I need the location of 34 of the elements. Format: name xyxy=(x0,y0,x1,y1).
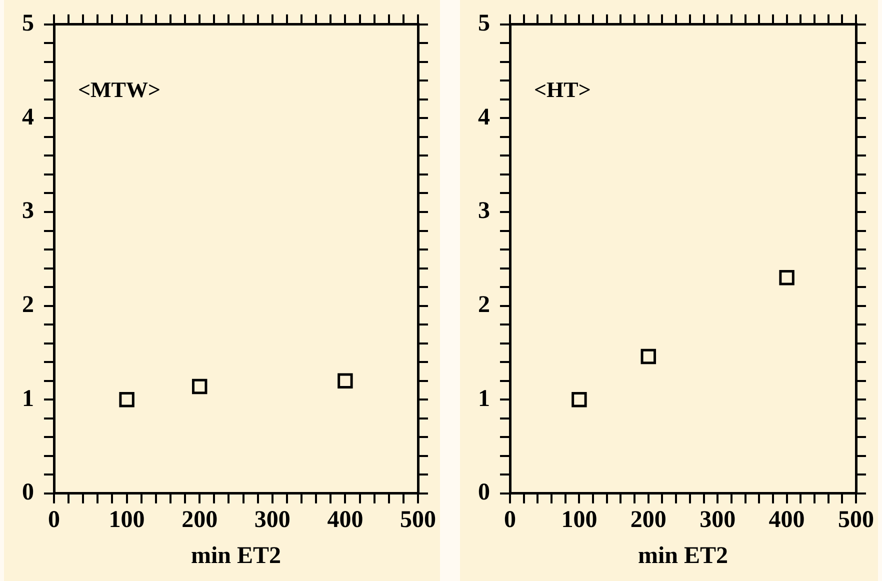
x-tick-label: 500 xyxy=(838,507,874,534)
y-tick-label: 0 xyxy=(22,480,34,506)
x-tick-label: 0 xyxy=(504,507,516,534)
x-tick-label: 100 xyxy=(108,507,145,534)
point xyxy=(779,270,794,286)
annotation: <MTW> xyxy=(78,77,161,102)
y-tick-label: 0 xyxy=(478,480,490,506)
x-tick-label: 400 xyxy=(768,507,805,534)
point xyxy=(640,348,656,364)
y-tick-label: 3 xyxy=(478,198,490,224)
x-tick-label: 300 xyxy=(254,507,290,534)
x-tick-label: 100 xyxy=(561,507,598,534)
y-tick-label: 2 xyxy=(22,292,34,318)
point xyxy=(572,392,587,408)
y-tick-label: 5 xyxy=(478,10,490,37)
x-tick-label: 400 xyxy=(327,507,364,534)
annotation: <HT> xyxy=(534,77,591,102)
x-tick-label: 200 xyxy=(630,507,666,534)
x-tick-label: 300 xyxy=(700,507,736,534)
y-tick-label: 1 xyxy=(478,386,490,412)
y-tick-label: 2 xyxy=(478,292,490,318)
x-axis-title: min ET2 xyxy=(638,542,728,569)
y-tick-label: 1 xyxy=(22,386,34,412)
y-tick-label: 4 xyxy=(22,104,34,130)
point xyxy=(119,392,134,408)
x-tick-label: 200 xyxy=(182,507,218,534)
x-tick-label: 500 xyxy=(400,507,436,534)
x-tick-label: 0 xyxy=(48,507,60,534)
point xyxy=(192,378,208,394)
y-tick-label: 4 xyxy=(478,104,490,130)
y-tick-label: 3 xyxy=(22,198,34,224)
x-axis-title: min ET2 xyxy=(190,542,282,569)
point xyxy=(338,373,353,388)
y-tick-label: 5 xyxy=(22,10,34,37)
